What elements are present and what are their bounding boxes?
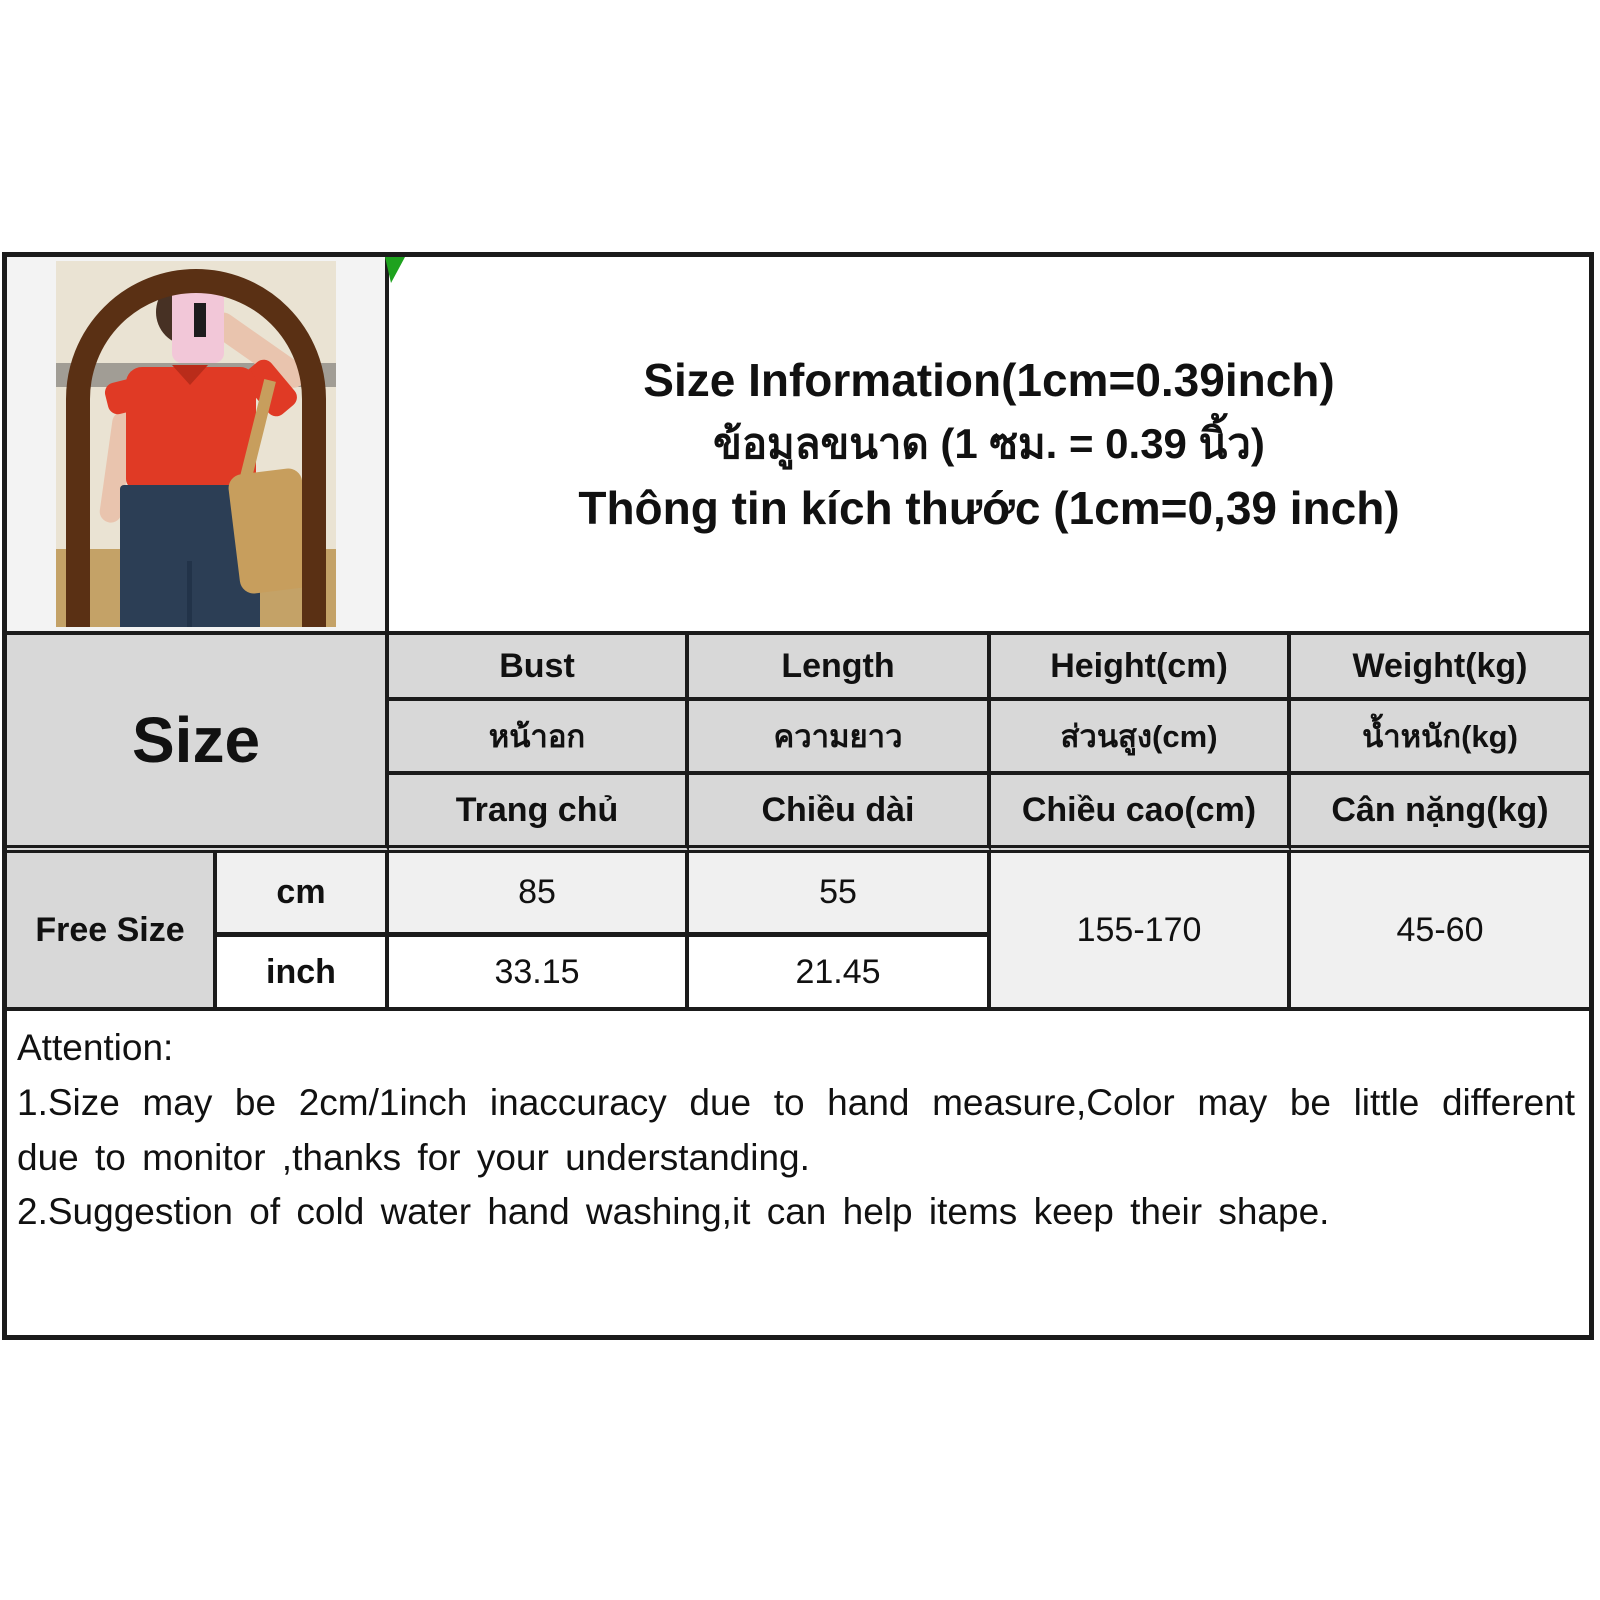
title-cell: Size Information(1cm=0.39inch) ข้อมูลขนา…: [385, 257, 1589, 631]
size-table: Size Bust Length Height(cm) Weight(kg) ห…: [7, 635, 1589, 1007]
title-thai: ข้อมูลขนาด (1 ซม. = 0.39 นิ้ว): [713, 419, 1265, 467]
weight-range-value: 45-60: [1291, 853, 1589, 1007]
attention-heading: Attention:: [17, 1027, 174, 1068]
bust-inch-value: 33.15: [389, 937, 689, 1007]
unit-cm-label: cm: [217, 853, 389, 937]
product-photo-cell: [7, 257, 389, 631]
bust-cm-value: 85: [389, 853, 689, 937]
length-inch-value: 21.45: [689, 937, 991, 1007]
height-range-value: 155-170: [991, 853, 1291, 1007]
top-row: Size Information(1cm=0.39inch) ข้อมูลขนา…: [7, 257, 1589, 635]
header-bust-en: Bust: [389, 635, 689, 701]
size-corner-label: Size: [7, 635, 389, 853]
product-photo: [56, 261, 336, 627]
mirror-frame: [66, 269, 326, 627]
title-english: Size Information(1cm=0.39inch): [643, 353, 1335, 406]
free-size-label: Free Size: [7, 853, 217, 1007]
header-weight-vi: Cân nặng(kg): [1291, 775, 1589, 853]
header-weight-th: น้ำหนัก(kg): [1291, 701, 1589, 775]
size-info-sheet: Size Information(1cm=0.39inch) ข้อมูลขนา…: [2, 252, 1594, 1340]
header-height-en: Height(cm): [991, 635, 1291, 701]
length-cm-value: 55: [689, 853, 991, 937]
header-bust-th: หน้าอก: [389, 701, 689, 775]
attention-section: Attention: 1.Size may be 2cm/1inch inacc…: [7, 1007, 1589, 1335]
header-height-vi: Chiều cao(cm): [991, 775, 1291, 853]
attention-note-1-line-1: 1.Size may be 2cm/1inch inaccuracy due t…: [17, 1081, 1575, 1123]
header-length-en: Length: [689, 635, 991, 701]
attention-note-1-line-2: due to monitor ,thanks for your understa…: [17, 1136, 810, 1178]
attention-note-2: 2.Suggestion of cold water hand washing,…: [17, 1191, 1330, 1233]
header-height-th: ส่วนสูง(cm): [991, 701, 1291, 775]
title-vietnamese: Thông tin kích thước (1cm=0,39 inch): [578, 482, 1400, 535]
unit-inch-label: inch: [217, 937, 389, 1007]
header-length-th: ความยาว: [689, 701, 991, 775]
header-length-vi: Chiều dài: [689, 775, 991, 853]
green-corner-triangle-icon: [385, 257, 405, 283]
header-weight-en: Weight(kg): [1291, 635, 1589, 701]
header-bust-vi: Trang chủ: [389, 775, 689, 853]
